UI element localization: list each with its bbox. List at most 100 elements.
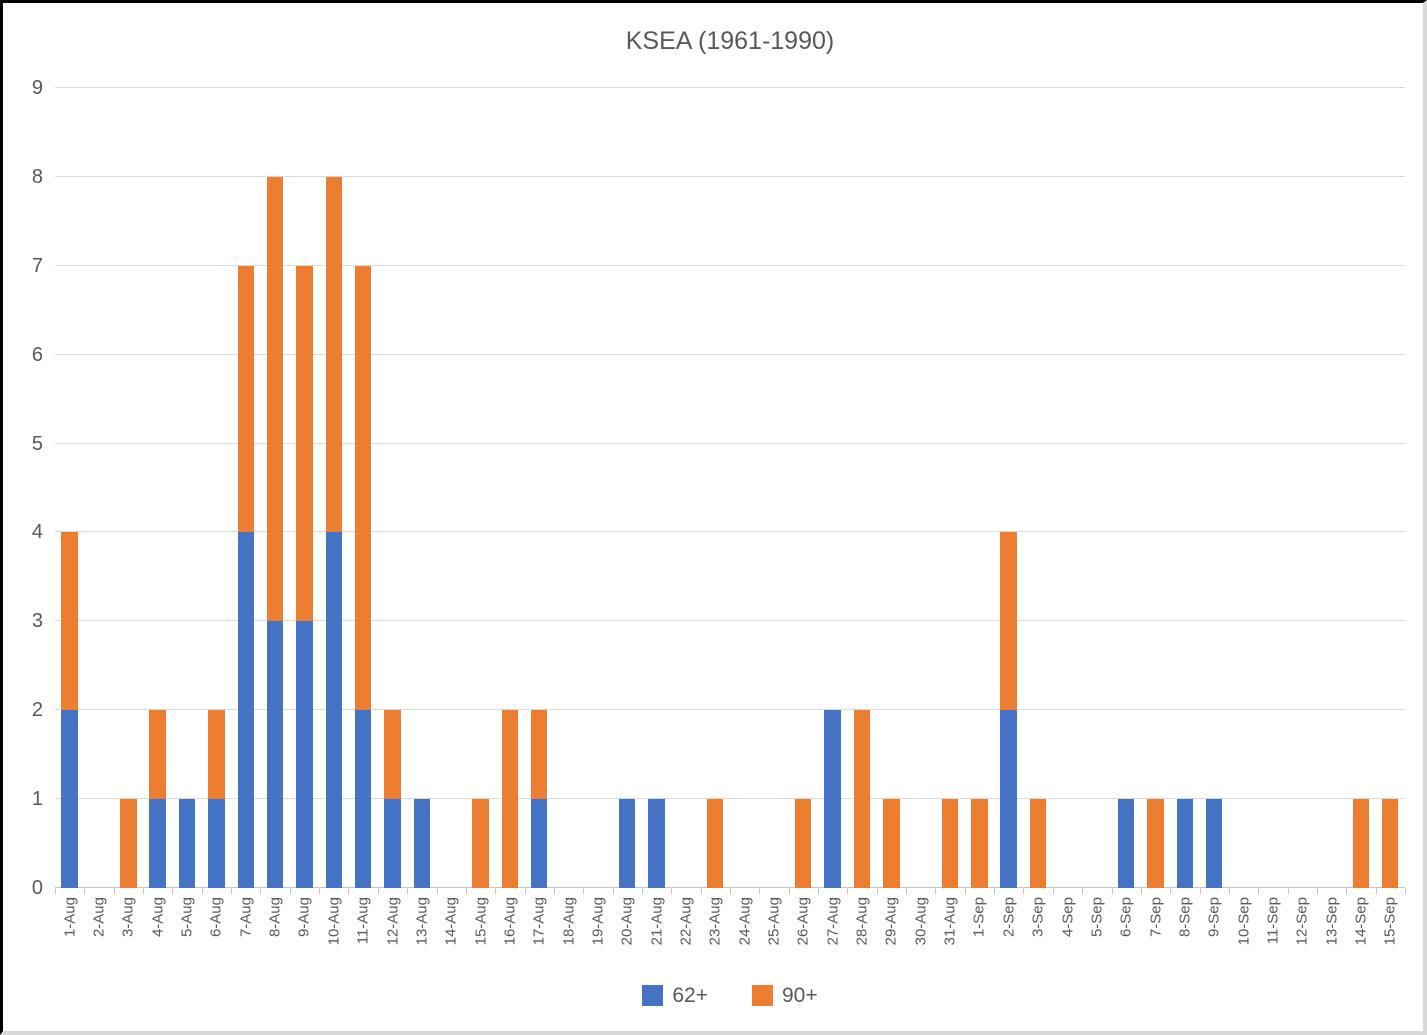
x-axis-tick — [407, 888, 409, 894]
x-axis-tick-label: 9-Sep — [1205, 897, 1223, 938]
bar-stack-20-Aug — [618, 88, 636, 888]
plot-area — [55, 87, 1405, 888]
x-axis-tick-label: 11-Sep — [1264, 897, 1282, 945]
bar-stack-8-Sep — [1176, 88, 1193, 888]
x-axis-tick — [172, 888, 174, 894]
bar-column — [877, 88, 906, 888]
x-axis-tick — [231, 888, 233, 894]
bar-segment-62+ — [61, 710, 78, 888]
x-axis-tick-label: 7-Sep — [1147, 897, 1165, 938]
bar-stack-28-Aug — [853, 88, 871, 888]
gridline — [55, 264, 1405, 266]
bar-column — [348, 88, 377, 888]
bar-column — [1258, 88, 1287, 888]
x-axis-tick — [641, 888, 643, 894]
bar-stack-7-Sep — [1147, 88, 1164, 888]
x-axis-tick — [847, 888, 849, 894]
x-axis-tick-label: 11-Aug — [354, 897, 372, 945]
x-axis-tick — [612, 888, 614, 894]
bar-column — [847, 88, 876, 888]
bar-column — [378, 88, 407, 888]
x-axis-tick-label: 10-Aug — [325, 897, 343, 946]
bar-segment-62+ — [618, 799, 636, 888]
bar-segment-90+ — [208, 710, 225, 800]
bar-segment-90+ — [1029, 799, 1047, 888]
bar-column — [525, 88, 554, 888]
x-axis-tick — [113, 888, 115, 894]
gridline — [55, 442, 1405, 444]
bar-stack-21-Aug — [648, 88, 665, 888]
bar-column — [84, 88, 113, 888]
x-axis-tick-label: 8-Sep — [1176, 897, 1194, 938]
bar-stack-2-Sep — [1000, 88, 1017, 888]
bar-column — [759, 88, 788, 888]
bar-column — [1111, 88, 1140, 888]
x-axis-tick — [1316, 888, 1318, 894]
x-axis-line — [55, 887, 1405, 888]
x-axis-tick — [935, 888, 937, 894]
bar-segment-62+ — [325, 532, 342, 888]
x-axis-tick — [759, 888, 761, 894]
x-axis-tick-label: 19-Aug — [589, 897, 607, 946]
bar-stack-9-Aug — [296, 88, 313, 888]
bar-stack-14-Sep — [1352, 88, 1369, 888]
bar-segment-90+ — [354, 265, 372, 711]
bar-column — [260, 88, 289, 888]
bar-segment-90+ — [296, 265, 313, 622]
bar-segment-62+ — [149, 799, 166, 888]
bar-stack-5-Aug — [178, 88, 196, 888]
bar-stack-29-Aug — [883, 88, 900, 888]
bar-column — [671, 88, 700, 888]
bar-stack-10-Aug — [325, 88, 342, 888]
x-axis-tick — [260, 888, 262, 894]
bar-column — [730, 88, 759, 888]
bar-segment-90+ — [325, 176, 342, 533]
bar-stack-4-Aug — [149, 88, 166, 888]
x-axis-tick-label: 13-Aug — [413, 897, 431, 946]
x-axis-tick — [201, 888, 203, 894]
bar-stack-24-Aug — [736, 88, 752, 888]
x-axis-tick-label: 20-Aug — [618, 897, 636, 946]
bar-stack-5-Sep — [1088, 88, 1104, 888]
x-axis-tick — [524, 888, 526, 894]
x-axis-tick-label: 27-Aug — [824, 897, 842, 946]
x-axis-tick — [55, 888, 56, 894]
gridline — [55, 175, 1405, 177]
x-axis-tick — [788, 888, 790, 894]
legend: 62+ 90+ — [55, 985, 1405, 1006]
bar-stack-27-Aug — [824, 88, 841, 888]
bar-segment-62+ — [178, 799, 196, 888]
bar-segment-90+ — [1381, 799, 1399, 888]
bar-segment-90+ — [795, 799, 812, 888]
x-axis-tick-label: 2-Aug — [90, 897, 108, 938]
x-axis-tick — [553, 888, 555, 894]
x-axis-tick-label: 23-Aug — [706, 897, 724, 946]
bar-column — [818, 88, 847, 888]
bar-column — [1346, 88, 1375, 888]
x-axis-tick — [1375, 888, 1377, 894]
bar-segment-62+ — [208, 799, 225, 888]
x-axis-tick — [1082, 888, 1084, 894]
x-axis-tick — [1405, 888, 1406, 894]
bar-stack-18-Aug — [560, 88, 576, 888]
legend-swatch-62+ — [642, 985, 664, 1006]
bar-segment-90+ — [883, 799, 900, 888]
bar-stack-26-Aug — [795, 88, 812, 888]
bar-column — [55, 88, 84, 888]
x-axis-tick — [319, 888, 321, 894]
bar-stack-11-Sep — [1265, 88, 1281, 888]
x-axis-tick-label: 10-Sep — [1235, 897, 1253, 946]
bar-column — [554, 88, 583, 888]
bar-stack-16-Aug — [501, 88, 519, 888]
bar-stack-10-Sep — [1235, 88, 1251, 888]
bar-stack-15-Sep — [1381, 88, 1399, 888]
gridline — [55, 353, 1405, 355]
x-axis-tick — [583, 888, 585, 894]
bar-segment-62+ — [1205, 799, 1223, 888]
bar-segment-90+ — [266, 176, 284, 622]
x-axis-tick-label: 31-Aug — [941, 897, 959, 946]
y-axis-tick-label: 1 — [31, 788, 43, 811]
x-axis-tick — [348, 888, 350, 894]
bar-segment-62+ — [1117, 799, 1135, 888]
bar-stack-7-Aug — [237, 88, 254, 888]
